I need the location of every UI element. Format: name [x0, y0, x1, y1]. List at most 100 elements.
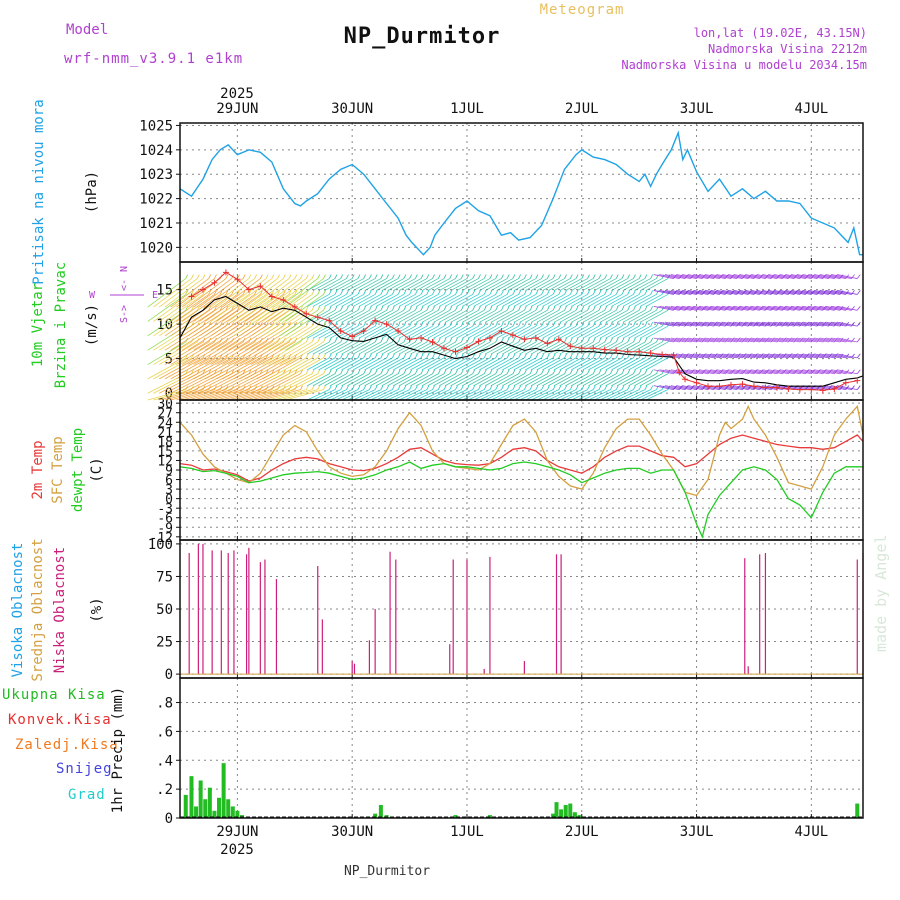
wind-barb [467, 294, 491, 307]
wind-barb [410, 294, 433, 307]
wind-barb [381, 325, 405, 339]
wind-gust-marker [337, 328, 344, 334]
wind-barb [187, 278, 227, 308]
wind-barb [664, 337, 686, 343]
wind-barb [745, 369, 766, 375]
wind-barb-flag [214, 290, 217, 295]
wind-barb [496, 309, 519, 323]
wind-barb [553, 309, 577, 323]
wind-barb [519, 373, 542, 387]
wind-barb-flag [380, 274, 384, 279]
wind-barb [416, 357, 439, 371]
wind-gust-marker [647, 350, 654, 357]
wind-barb [676, 274, 697, 279]
wind-barb [825, 353, 846, 359]
wind-barb [421, 389, 445, 401]
wind-barb-flag [472, 385, 476, 390]
wind-barb [262, 278, 301, 308]
wind-barb [611, 278, 634, 291]
wind-barb-flag [575, 321, 579, 327]
wind-barb [335, 389, 359, 401]
temp-unit: (C) [89, 457, 105, 482]
y-tick-label: 12 [157, 454, 173, 469]
wind-barb [616, 341, 640, 355]
wind-barb [525, 373, 548, 387]
wind-barb-flag [581, 337, 585, 343]
wind-barb [553, 373, 577, 387]
wind-barb [530, 357, 554, 371]
wind-barb [687, 337, 709, 343]
wind-barb-flag [489, 290, 493, 295]
wind-barb [335, 294, 359, 307]
wind-barb-flag [575, 290, 579, 295]
wind-barb-flag [650, 337, 653, 343]
wind-gust-marker [222, 269, 229, 276]
wind-barb-flag [535, 385, 539, 390]
wind-barb-flag [650, 385, 653, 390]
wind-barb [797, 321, 818, 327]
wind-barb [705, 321, 726, 327]
wind-barb [785, 337, 806, 343]
wind-barb [791, 353, 812, 359]
wind-barb [484, 341, 508, 355]
wind-barb-flag [535, 321, 539, 327]
wind-barb-flag [409, 306, 412, 311]
wind-barb [576, 373, 600, 387]
wind-barb-flag [466, 337, 470, 343]
wind-barb [370, 389, 393, 401]
wind-barb [710, 290, 732, 295]
wind-barb [682, 385, 703, 391]
wind-barb [256, 294, 296, 322]
wind-barb [416, 373, 439, 387]
wind-barb [216, 341, 255, 365]
model-name: wrf-nmm_v3.9.1 e1km [64, 51, 243, 67]
wind-barb-flag [455, 306, 458, 311]
wind-barb [751, 369, 772, 375]
precip-bar [855, 803, 860, 818]
wind-barb [312, 389, 336, 401]
wind-barb [352, 278, 376, 291]
wind-barb [530, 309, 554, 323]
wind-barb [312, 373, 336, 387]
wind-barb [733, 385, 755, 391]
wind-barb-flag [512, 321, 516, 327]
wind-barb-flag [627, 290, 631, 295]
wind-barb [341, 373, 364, 387]
wind-barb [542, 357, 565, 371]
wind-barb [490, 294, 514, 307]
wind-barb [768, 274, 789, 279]
wind-barb [634, 389, 657, 401]
wind-barb [370, 325, 393, 339]
wind-barb-flag [369, 306, 372, 311]
wind-barb-flag [512, 369, 516, 374]
wind-barb-flag [506, 369, 510, 374]
wind-barb [768, 290, 789, 295]
wind-barb [370, 294, 393, 307]
wind-barb-flag [644, 337, 648, 343]
wind-barb [239, 278, 278, 308]
wind-barb-flag [495, 274, 499, 279]
y-tick-label: .2 [156, 782, 173, 798]
wind-barb [653, 274, 674, 279]
wind-barb-flag [604, 321, 608, 327]
precip-bar [194, 806, 199, 818]
wind-barb [745, 305, 766, 311]
y-tick-label: 50 [156, 602, 173, 618]
wind-barb-flag [346, 369, 349, 374]
wind-barb-flag [535, 369, 539, 374]
wind-barb [444, 373, 468, 387]
y-tick-label: 15 [157, 445, 173, 460]
wind-barb [634, 278, 657, 291]
wind-barb [676, 385, 697, 391]
wind-barb [733, 274, 755, 279]
wind-barb [576, 357, 600, 371]
wind-barb [530, 325, 554, 339]
wind-barb-flag [564, 353, 567, 359]
wind-barb [416, 294, 439, 307]
wind-barb [710, 274, 732, 279]
wind-barb-flag [386, 274, 389, 279]
x-label-bottom: 2JUL [565, 824, 599, 840]
wind-barb [693, 290, 714, 295]
precip-bar [572, 812, 577, 818]
wind-barb-flag [323, 306, 326, 311]
